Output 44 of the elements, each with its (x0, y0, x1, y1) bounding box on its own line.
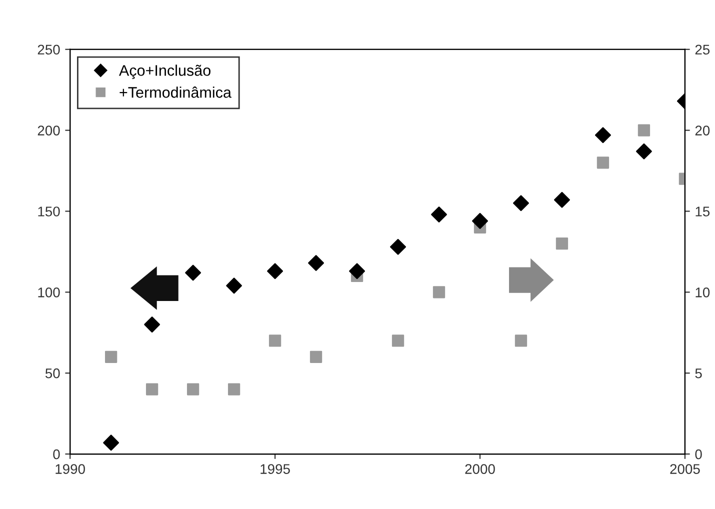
point (308, 255, 324, 272)
point (349, 263, 365, 280)
point (267, 263, 284, 280)
y2-tick-label: 0 (695, 449, 702, 460)
y-tick-label: 0 (53, 449, 60, 460)
point (514, 334, 528, 347)
y-tick-label: 250 (38, 44, 60, 55)
point (228, 383, 240, 396)
point (513, 195, 529, 212)
point (310, 350, 322, 363)
y-tick-label: 200 (38, 126, 60, 136)
x-tick-label: 2000 (465, 464, 495, 474)
point (268, 334, 282, 347)
point (432, 286, 446, 298)
legend-label: +Termodinâmica (120, 86, 232, 98)
y2-tick-label: 15 (696, 206, 710, 216)
y-tick-label: 150 (38, 206, 60, 216)
point (638, 124, 650, 136)
point (636, 143, 652, 160)
x-tick-label: 2005 (670, 464, 700, 474)
y2-tick-label: 5 (695, 368, 702, 378)
point (146, 383, 158, 396)
legend-label: Aço+Inclusão (118, 64, 210, 79)
y2-tick-label: 25 (695, 44, 710, 55)
y-tick-label: 100 (38, 288, 60, 298)
point (596, 156, 610, 169)
point (226, 278, 242, 294)
x-tick-label: 1995 (260, 464, 290, 474)
y2-tick-label: 10 (696, 288, 710, 298)
point (472, 212, 488, 229)
point (556, 238, 568, 250)
point (431, 206, 447, 222)
point (554, 192, 570, 208)
x-tick-label: 1990 (56, 464, 85, 474)
point (595, 127, 611, 144)
point (392, 334, 404, 347)
point (186, 383, 200, 396)
point (185, 264, 202, 281)
point (103, 434, 120, 451)
point (390, 238, 406, 255)
point (144, 316, 160, 333)
point (104, 350, 118, 363)
y2-tick-label: 20 (695, 126, 710, 136)
y-tick-label: 50 (45, 368, 60, 378)
